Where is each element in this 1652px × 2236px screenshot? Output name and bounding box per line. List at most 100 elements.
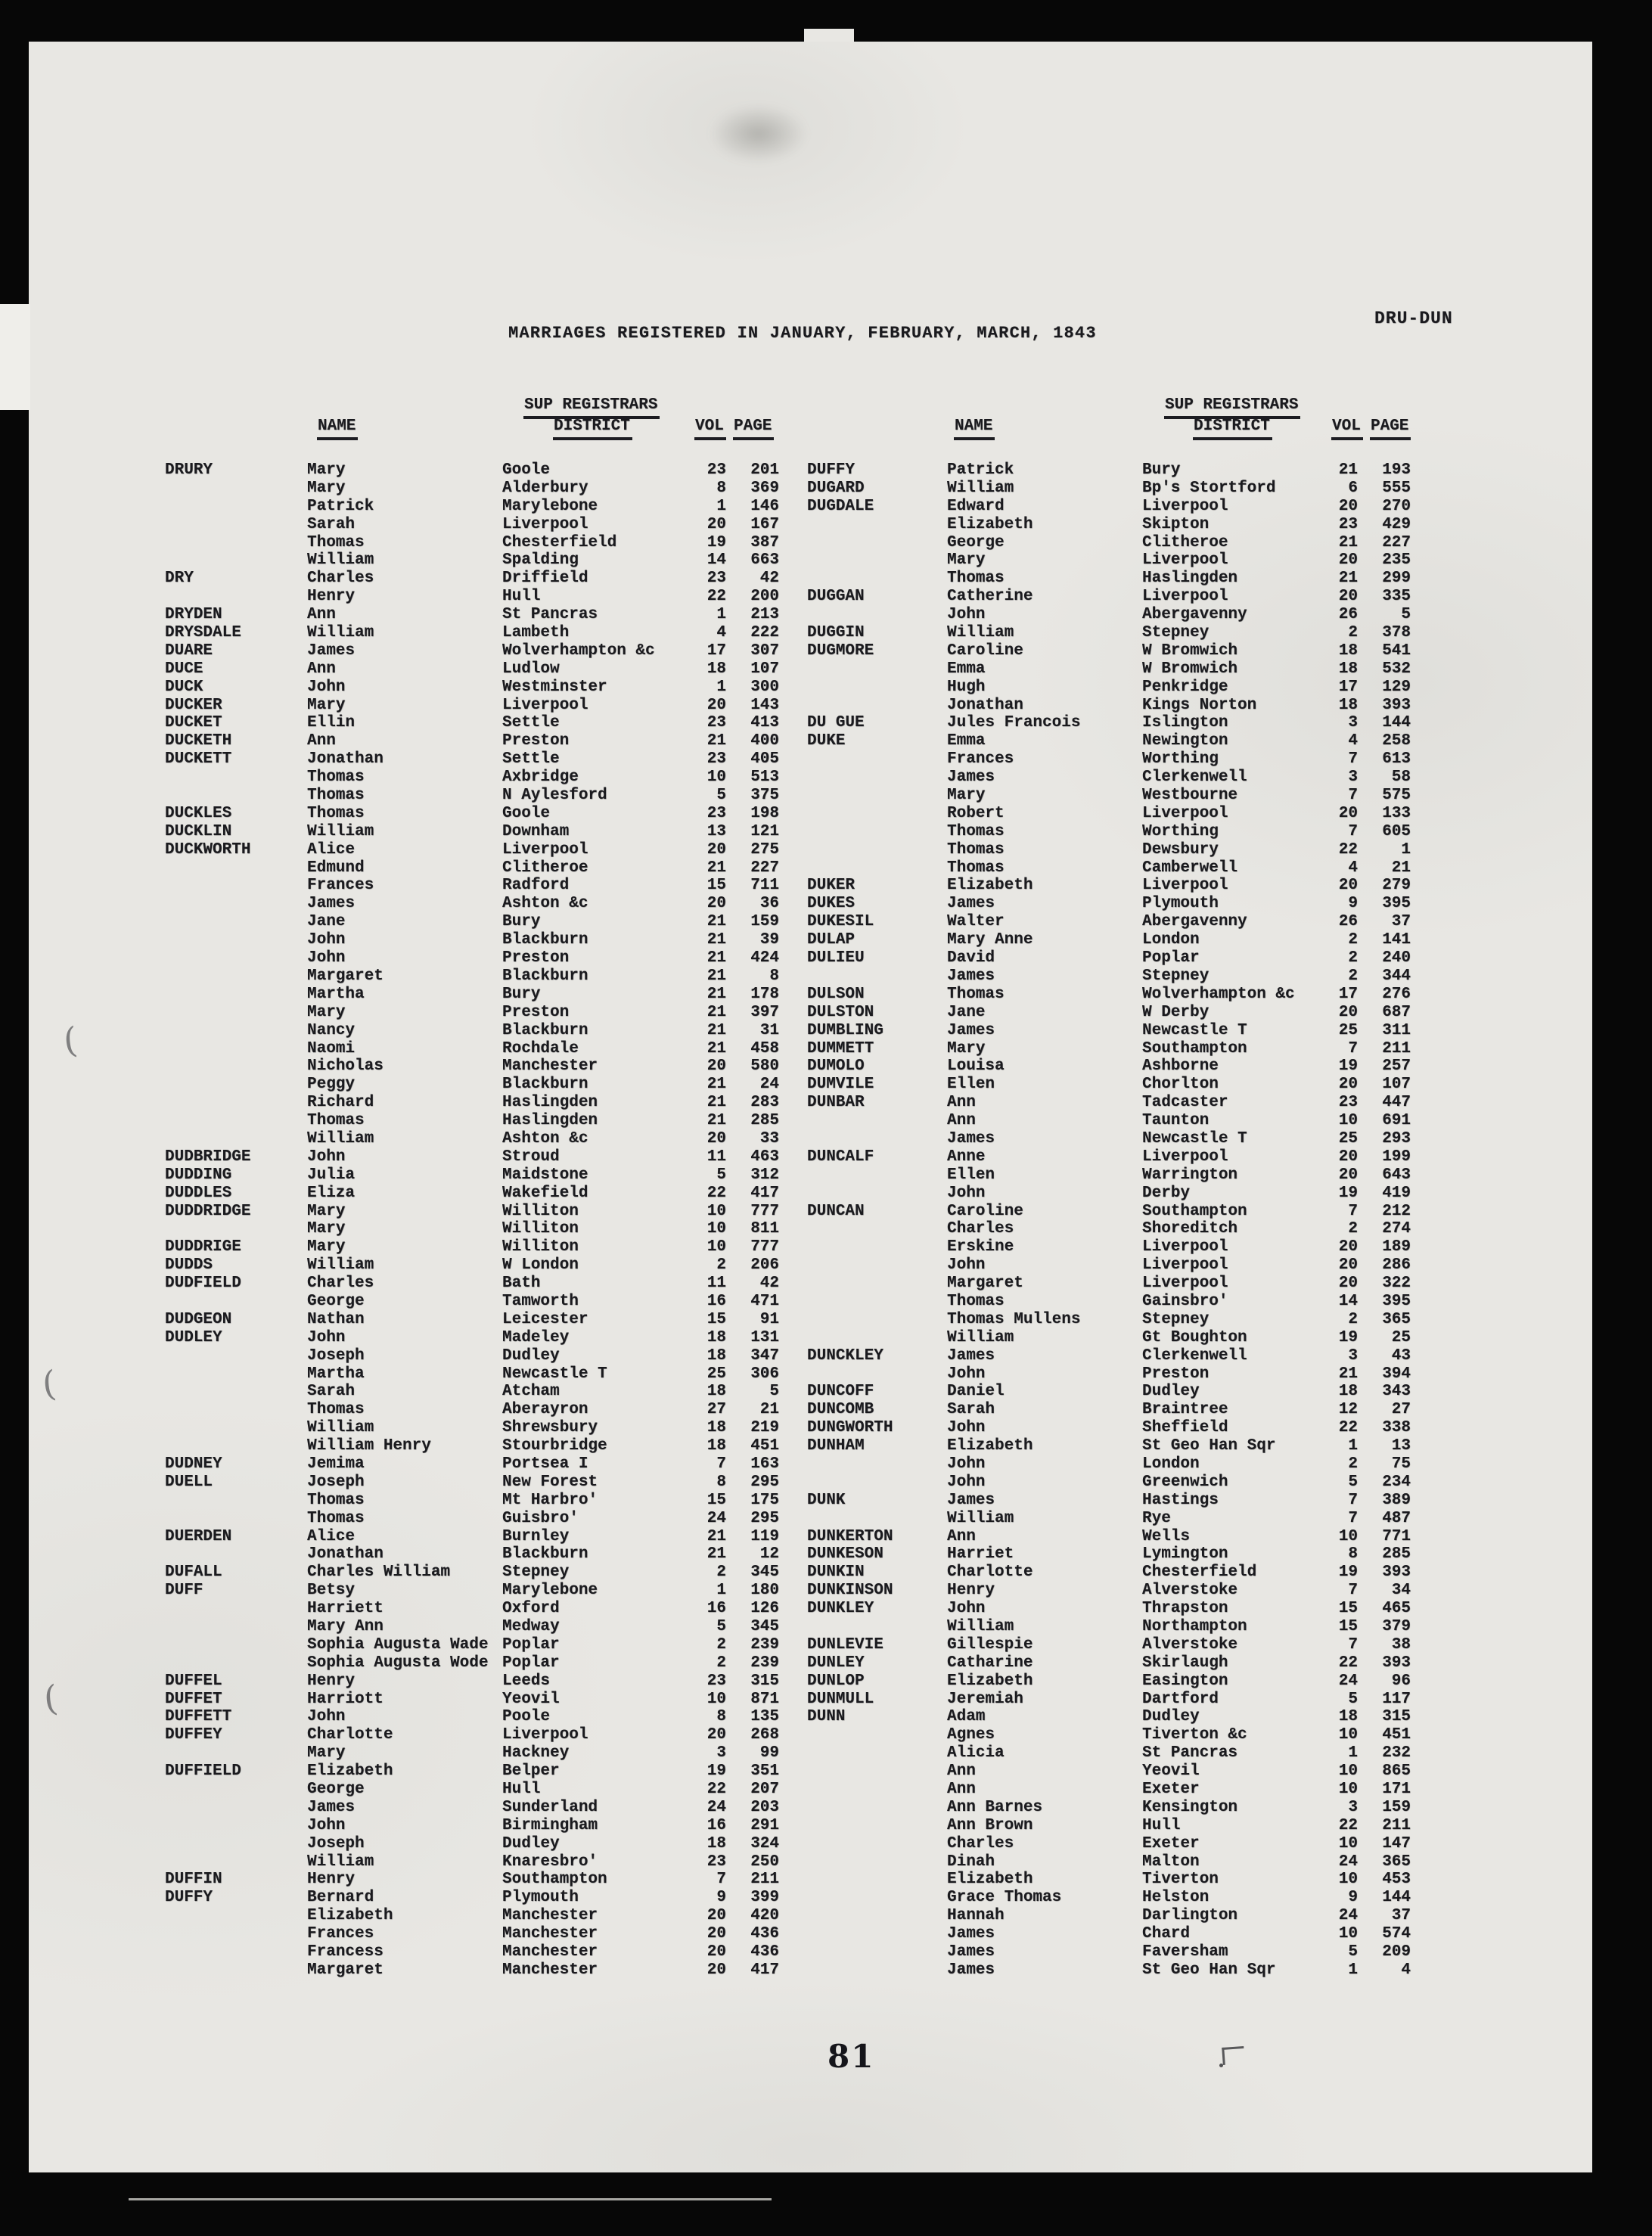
cell-forename: William (947, 479, 1014, 497)
table-row: Charles Exeter 10 147 (807, 1835, 1424, 1853)
cell-forename: Nicholas (307, 1057, 384, 1076)
cell-page: 413 (750, 714, 779, 732)
table-row: DUNHAM Elizabeth St Geo Han Sqr 1 13 (807, 1437, 1424, 1455)
cell-page: 203 (750, 1798, 779, 1816)
cell-page: 234 (1382, 1473, 1411, 1491)
cell-page: 147 (1382, 1834, 1411, 1852)
cell-district: Worthing (1142, 822, 1219, 840)
cell-page: 58 (1391, 769, 1411, 787)
cell-surname: DUNCKLEY (807, 1346, 883, 1365)
cell-vol: 21 (706, 1545, 726, 1564)
cell-district: Westbourne (1142, 787, 1238, 805)
cell-vol: 2 (1348, 949, 1358, 967)
cell-page: 275 (750, 840, 779, 859)
cell-district: Darlington (1142, 1907, 1238, 1925)
table-row: DUFALL Charles William Stepney 2 345 (165, 1564, 793, 1582)
table-row: Mary Hackney 3 99 (165, 1744, 793, 1762)
cell-page: 213 (750, 606, 779, 624)
scan-border-right (1592, 0, 1652, 2236)
cell-page: 31 (759, 1021, 779, 1039)
cell-district: Abergavenny (1142, 606, 1247, 624)
table-row: DUERDEN Alice Burnley 21 119 (165, 1528, 793, 1546)
cell-district: Newcastle T (502, 1365, 607, 1383)
table-row: Thomas Camberwell 4 21 (807, 859, 1424, 877)
cell-page: 771 (1382, 1527, 1411, 1545)
left-page-label: PAGE (733, 418, 775, 440)
table-row: Thomas N Aylesford 5 375 (165, 787, 793, 805)
cell-vol: 18 (706, 1328, 726, 1346)
cell-forename: Peggy (307, 1076, 356, 1094)
cell-vol: 1 (1348, 1437, 1358, 1455)
cell-vol: 23 (706, 714, 726, 732)
cell-forename: Margaret (307, 967, 384, 985)
cell-vol: 4 (716, 624, 726, 642)
cell-vol: 1 (1348, 1744, 1358, 1762)
cell-vol: 9 (1348, 895, 1358, 913)
cell-district: Haslingden (1142, 570, 1238, 588)
cell-vol: 23 (1338, 1094, 1358, 1112)
table-row: DUCKER Mary Liverpool 20 143 (165, 697, 793, 715)
cell-surname: DUNGWORTH (807, 1419, 893, 1437)
cell-forename: Jane (947, 1003, 986, 1021)
table-row: James Faversham 5 209 (807, 1943, 1424, 1961)
cell-vol: 2 (716, 1256, 726, 1275)
cell-surname: DUNN (807, 1708, 846, 1726)
cell-page: 871 (750, 1690, 779, 1708)
cell-district: Dudley (502, 1834, 560, 1852)
cell-forename: Alice (307, 1527, 356, 1545)
cell-district: Skirlaugh (1142, 1654, 1228, 1672)
table-row: Nicholas Manchester 20 580 (165, 1057, 793, 1076)
table-row: Nancy Blackburn 21 31 (165, 1022, 793, 1040)
cell-forename: Caroline (947, 641, 1023, 660)
cell-district: Wolverhampton &c (502, 641, 655, 660)
cell-district: Manchester (502, 1925, 598, 1943)
cell-page: 206 (750, 1256, 779, 1275)
cell-vol: 10 (706, 769, 726, 787)
cell-district: Settle (502, 714, 560, 732)
cell-page: 38 (1391, 1635, 1411, 1654)
cell-forename: Elizabeth (947, 1672, 1033, 1690)
right-vol-header: VOL (1331, 418, 1363, 440)
cell-forename: Thomas (947, 985, 1005, 1003)
cell-vol: 21 (706, 732, 726, 750)
cell-page: 121 (750, 822, 779, 840)
cell-district: Hackney (502, 1744, 570, 1762)
table-row: DUNKESON Harriet Lymington 8 285 (807, 1545, 1424, 1564)
cell-district: Manchester (502, 1943, 598, 1961)
cell-district: Helston (1142, 1889, 1210, 1907)
cell-surname: DULIEU (807, 949, 865, 967)
table-row: William Shrewsbury 18 219 (165, 1419, 793, 1437)
cell-vol: 10 (706, 1202, 726, 1220)
cell-district: W Derby (1142, 1003, 1210, 1021)
cell-vol: 20 (706, 1726, 726, 1744)
cell-page: 141 (1382, 931, 1411, 949)
cell-forename: Thomas (947, 859, 1005, 877)
cell-district: Westminster (502, 678, 607, 696)
cell-vol: 17 (1338, 985, 1358, 1003)
cell-vol: 21 (706, 1039, 726, 1057)
cell-page: 33 (759, 1129, 779, 1148)
cell-page: 465 (1382, 1600, 1411, 1618)
table-row: DUFFY Patrick Bury 21 193 (807, 461, 1424, 480)
cell-surname: DUFALL (165, 1564, 222, 1582)
cell-district: Portsea I (502, 1455, 588, 1473)
table-row: Richard Haslingden 21 283 (165, 1094, 793, 1112)
cell-vol: 21 (706, 1527, 726, 1545)
table-row: Naomi Rochdale 21 458 (165, 1040, 793, 1058)
table-row: Sophia Augusta Wade Poplar 2 239 (165, 1636, 793, 1654)
cell-page: 198 (750, 804, 779, 822)
cell-forename: Hannah (947, 1907, 1005, 1925)
cell-page: 43 (1391, 1346, 1411, 1365)
cell-page: 315 (1382, 1708, 1411, 1726)
cell-page: 417 (750, 1961, 779, 1979)
cell-vol: 7 (1348, 822, 1358, 840)
cell-page: 344 (1382, 967, 1411, 985)
cell-district: Faversham (1142, 1943, 1228, 1961)
cell-forename: Charles (307, 1275, 374, 1293)
cell-vol: 22 (706, 1781, 726, 1799)
cell-forename: Mary (947, 787, 986, 805)
cell-page: 424 (750, 949, 779, 967)
cell-vol: 26 (1338, 606, 1358, 624)
cell-vol: 24 (1338, 1852, 1358, 1871)
cell-vol: 16 (706, 1816, 726, 1834)
